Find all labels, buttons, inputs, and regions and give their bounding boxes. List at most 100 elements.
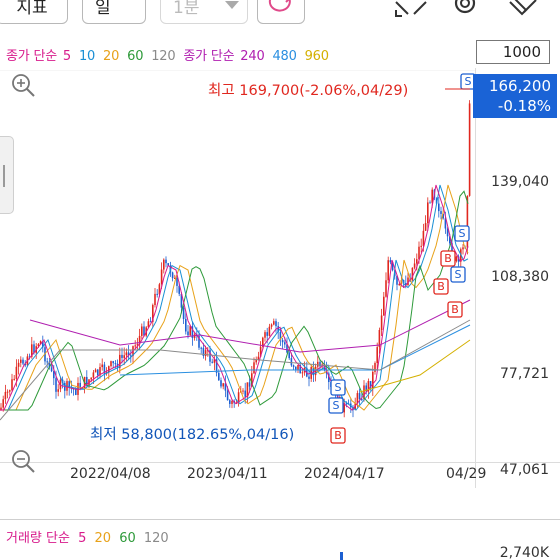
candle-body bbox=[119, 354, 121, 369]
current-price-badge: 166,200 -0.18% bbox=[473, 74, 557, 118]
candle-body bbox=[268, 326, 271, 336]
candle-body bbox=[411, 267, 414, 281]
sell-signal-marker[interactable]: S bbox=[330, 379, 346, 396]
candle-body bbox=[53, 371, 55, 379]
svg-text:B: B bbox=[451, 303, 459, 316]
candle-body bbox=[468, 103, 471, 196]
price-tick-4: 47,061 bbox=[500, 462, 549, 478]
candle-body bbox=[255, 359, 257, 363]
candle-body bbox=[198, 335, 200, 348]
candle-body bbox=[438, 203, 440, 212]
side-panel-handle[interactable] bbox=[0, 136, 14, 214]
candle-body bbox=[143, 326, 145, 336]
current-price-value: 166,200 bbox=[488, 77, 551, 95]
candle-body bbox=[92, 372, 95, 378]
candle-body bbox=[185, 318, 187, 332]
candle-body bbox=[284, 342, 286, 345]
candle-body bbox=[237, 392, 240, 403]
candle-body bbox=[94, 369, 97, 373]
date-axis-divider bbox=[0, 462, 560, 463]
scale-input[interactable]: 1000 bbox=[476, 40, 550, 64]
candle-body bbox=[147, 321, 150, 328]
buy-signal-marker[interactable]: B bbox=[433, 278, 449, 295]
candle-body bbox=[385, 280, 387, 297]
candle-body bbox=[281, 340, 284, 343]
candle-body bbox=[75, 389, 77, 395]
ma-480-label: 480 bbox=[272, 49, 297, 64]
candle-body bbox=[376, 347, 378, 364]
candle-body bbox=[363, 385, 365, 400]
date-tick-1: 2022/04/08 bbox=[70, 466, 151, 482]
candle-body bbox=[112, 361, 114, 364]
candle-body bbox=[97, 369, 99, 376]
candle-body bbox=[466, 195, 469, 248]
settings-gear-icon[interactable] bbox=[450, 0, 480, 18]
candle-body bbox=[226, 390, 229, 401]
buy-signal-marker[interactable]: B bbox=[440, 250, 456, 267]
high-price-annotation: 최고 169,700(-2.06%,04/29) bbox=[208, 83, 409, 99]
candle-body bbox=[257, 356, 260, 360]
candle-body bbox=[158, 284, 161, 295]
candle-body bbox=[90, 377, 92, 380]
indicator-button[interactable]: 지표 bbox=[0, 0, 68, 24]
volume-ma-legend: 거래량 단순 5 20 60 120 bbox=[6, 527, 173, 546]
candle-body bbox=[99, 367, 101, 376]
candle-body bbox=[308, 376, 310, 379]
svg-text:S: S bbox=[335, 381, 342, 394]
candle-body bbox=[154, 293, 156, 306]
candle-body bbox=[297, 364, 299, 370]
sell-signal-marker[interactable]: S bbox=[454, 225, 470, 242]
candle-body bbox=[33, 344, 35, 353]
candle-body bbox=[301, 372, 304, 374]
minute-select[interactable]: 1분 bbox=[160, 0, 248, 24]
candle-body bbox=[103, 364, 106, 374]
candle-body bbox=[39, 341, 42, 345]
date-tick-2: 2023/04/11 bbox=[187, 466, 268, 482]
candle-body bbox=[288, 352, 290, 359]
ma-960-label: 960 bbox=[304, 49, 329, 64]
zoom-in-icon[interactable] bbox=[10, 72, 36, 98]
sell-signal-marker[interactable]: S bbox=[328, 397, 344, 414]
candle-body bbox=[413, 263, 416, 268]
volume-divider bbox=[0, 519, 560, 520]
ma-960-line bbox=[359, 339, 471, 393]
candle-body bbox=[231, 400, 233, 404]
candle-body bbox=[275, 321, 277, 327]
volume-axis-value: 2,740K bbox=[499, 545, 549, 560]
candle-body bbox=[358, 393, 361, 400]
candle-body bbox=[369, 380, 372, 389]
candle-body bbox=[174, 277, 176, 279]
candle-body bbox=[125, 352, 128, 356]
date-tick-3: 2024/04/17 bbox=[304, 466, 385, 482]
candle-body bbox=[407, 277, 409, 286]
sell-signal-marker[interactable]: S bbox=[450, 266, 466, 283]
candle-body bbox=[114, 363, 117, 365]
candle-body bbox=[191, 326, 194, 339]
candle-body bbox=[312, 367, 315, 376]
chevron-down-icon bbox=[225, 1, 239, 9]
candle-body bbox=[242, 390, 244, 392]
period-select[interactable]: 일 bbox=[82, 0, 146, 24]
tools-icon[interactable] bbox=[506, 0, 540, 18]
candle-body bbox=[389, 260, 392, 263]
candle-body bbox=[189, 326, 191, 336]
candle-body bbox=[365, 385, 367, 392]
ma-120-label: 120 bbox=[151, 49, 176, 64]
buy-signal-marker[interactable]: B bbox=[330, 427, 346, 444]
candle-body bbox=[253, 362, 255, 374]
candle-body bbox=[343, 403, 345, 413]
candle-body bbox=[295, 366, 297, 370]
candle-body bbox=[273, 321, 275, 325]
buy-signal-marker[interactable]: B bbox=[447, 301, 463, 318]
candle-body bbox=[396, 275, 398, 285]
fullscreen-icon[interactable] bbox=[394, 0, 428, 18]
refresh-button[interactable] bbox=[257, 0, 305, 24]
candle-body bbox=[361, 399, 363, 401]
svg-text:S: S bbox=[465, 75, 472, 88]
candle-body bbox=[101, 364, 103, 368]
candle-body bbox=[416, 259, 418, 264]
zoom-out-icon[interactable] bbox=[10, 448, 36, 474]
price-tick-2: 108,380 bbox=[491, 269, 549, 285]
candle-body bbox=[57, 389, 59, 392]
